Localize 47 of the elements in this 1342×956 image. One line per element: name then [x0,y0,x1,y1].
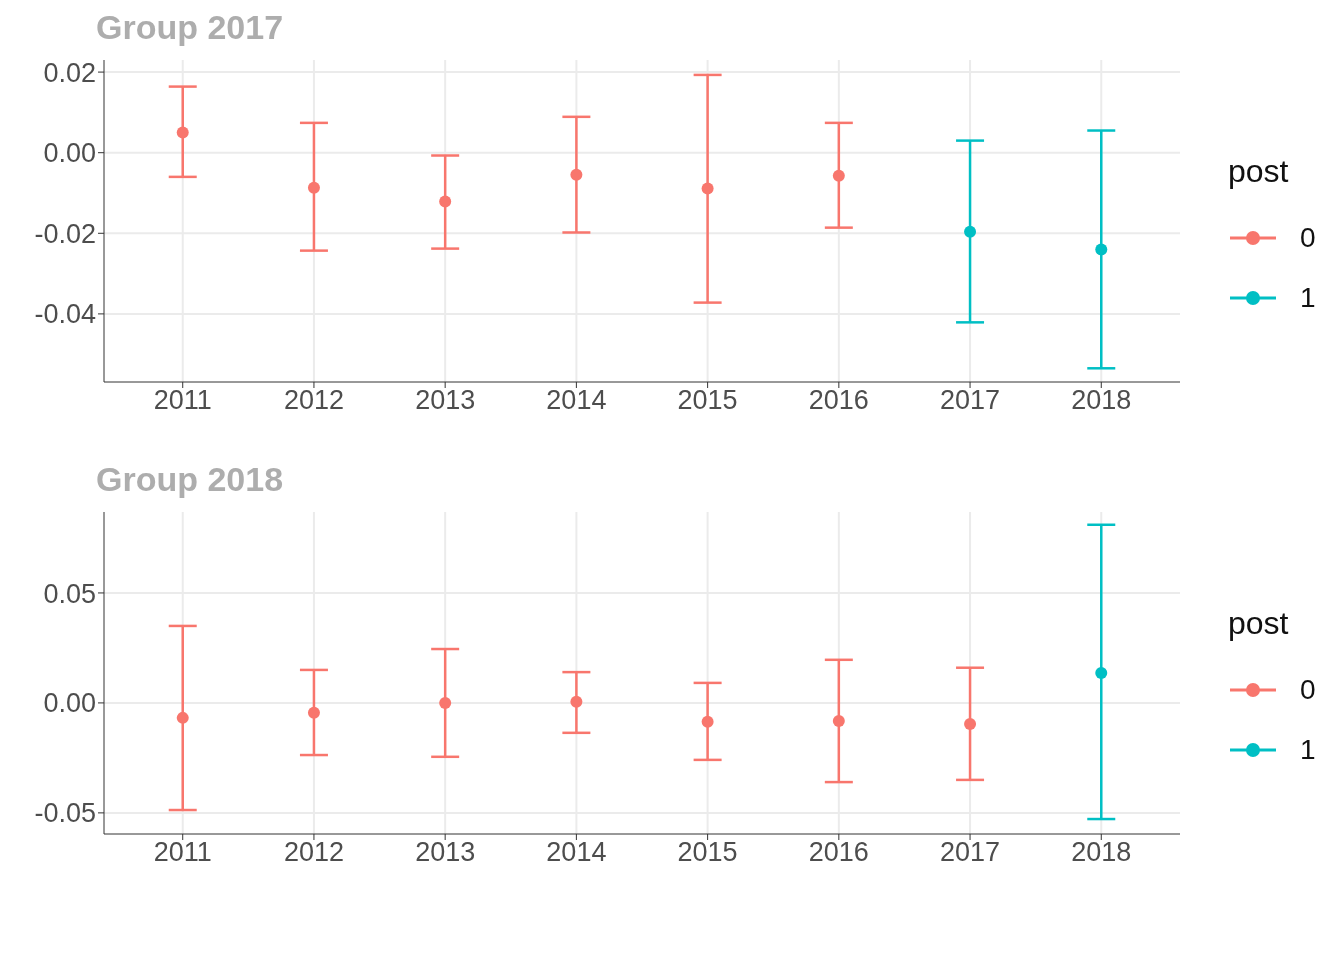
x-tick-label: 2012 [283,385,344,416]
x-tick-label: 2014 [546,385,607,416]
x-tick-label: 2014 [546,837,607,868]
point [832,169,845,182]
legend-label: 1 [1300,281,1316,314]
legend-title: post [1228,604,1290,642]
point [701,715,714,728]
y-tick-label: -0.04 [34,299,96,330]
point [701,182,714,195]
x-tick-label: 2013 [415,385,476,416]
point [307,181,320,194]
x-tick-label: 2015 [677,837,738,868]
point [570,695,583,708]
point [570,168,583,181]
point [832,714,845,727]
x-tick-label: 2016 [808,837,869,868]
chart-title: Group 2018 [96,460,285,500]
x-tick-label: 2012 [283,837,344,868]
point [439,195,452,208]
legend-title: post [1228,152,1290,190]
y-tick-label: 0.00 [43,138,96,169]
x-tick-label: 2017 [940,837,1001,868]
y-tick-label: 0.00 [43,688,96,719]
y-tick-label: 0.05 [43,578,96,609]
point [964,718,977,731]
x-tick-label: 2011 [153,837,212,868]
y-tick-label: -0.05 [34,798,96,829]
x-tick-label: 2015 [677,385,738,416]
point [1095,243,1108,256]
chart-title: Group 2017 [96,8,285,48]
point [964,225,977,238]
x-tick-label: 2018 [1071,385,1132,416]
legend-label: 0 [1300,673,1316,706]
x-tick-label: 2017 [940,385,1001,416]
y-tick-label: 0.02 [43,57,96,88]
point [176,126,189,139]
x-tick-label: 2013 [415,837,476,868]
point [307,706,320,719]
legend-label: 0 [1300,221,1316,254]
x-tick-label: 2018 [1071,837,1132,868]
y-tick-label: -0.02 [34,218,96,249]
x-tick-label: 2016 [808,385,869,416]
point [176,711,189,724]
legend-label: 1 [1300,733,1316,766]
x-tick-label: 2011 [153,385,212,416]
point [439,696,452,709]
point [1095,667,1108,679]
